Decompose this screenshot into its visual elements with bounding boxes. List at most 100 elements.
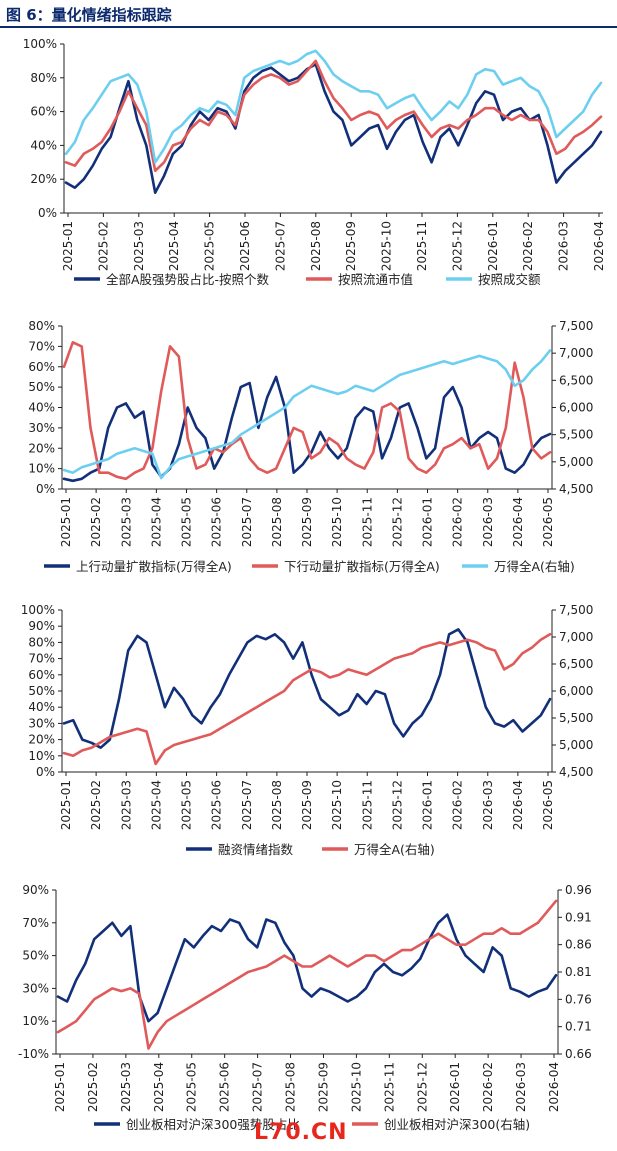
x-tick-label: 2025-12 (390, 497, 404, 547)
chart-chinext-relative: -10% 10% 30% 50% 70% 90% 0.66 0.71 0.76 0.81 0.86 0… (0, 880, 617, 1148)
y-tick-label-right: 4,500 (559, 765, 593, 779)
y-tick-label: 10% (28, 749, 55, 763)
y-tick-label: 70% (28, 339, 55, 353)
figure-title: 图 6：量化情绪指标跟踪 (6, 6, 172, 24)
x-tick-label: 2025-01 (59, 497, 73, 547)
y-tick-label: 60% (28, 668, 55, 682)
y-tick-label-right: 0.76 (565, 992, 592, 1006)
series-line-1 (64, 59, 603, 173)
y-tick-label: 80% (28, 319, 55, 333)
y-tick-label: 30% (28, 421, 55, 435)
y-tick-label: 40% (30, 138, 57, 152)
x-tick-label: 2025-02 (96, 221, 110, 271)
x-tick-label: 2025-01 (53, 1062, 67, 1112)
y-tick-label-right: 6,500 (559, 657, 593, 671)
x-tick-label: 2025-04 (152, 1062, 166, 1112)
y-tick-label-right: 4,500 (559, 482, 593, 496)
series-line-0 (62, 628, 552, 749)
x-tick-label: 2025-06 (210, 780, 224, 830)
y-tick-label: 50% (28, 684, 55, 698)
chart-svg: 0% 10% 20% 30% 40% 50% 60% 70% 80% 4,500 5,000 5,50… (28, 319, 593, 574)
x-tick-label: 2025-12 (450, 221, 464, 271)
x-tick-label: 2026-04 (547, 1062, 561, 1112)
x-tick-label: 2026-01 (486, 221, 500, 271)
y-tick-label: 100% (23, 37, 57, 51)
chart-momentum-diffusion: 0% 10% 20% 30% 40% 50% 60% 70% 80% 4,500 5,000 5,50… (0, 316, 617, 584)
x-tick-label: 2026-01 (421, 780, 435, 830)
x-tick-label: 2025-10 (349, 1062, 363, 1112)
series-line-0 (56, 913, 558, 1023)
x-tick-label: 2026-02 (451, 780, 465, 830)
y-tick-label: 50% (28, 380, 55, 394)
chart-margin-sentiment: 0% 10% 20% 30% 40% 50% 60% 70% 80% 90% 100% 4,500 5,… (0, 600, 617, 868)
x-tick-label: 2025-08 (309, 221, 323, 271)
legend-label: 下行动量扩散指标(万得全A) (284, 559, 440, 574)
chart-svg: -10% 10% 30% 50% 70% 90% 0.66 0.71 0.76 0.81 0.86 0… (18, 883, 592, 1132)
x-tick-label: 2025-08 (284, 1062, 298, 1112)
x-tick-label: 2026-02 (521, 221, 535, 271)
x-tick-label: 2025-01 (59, 780, 73, 830)
legend-label: 按照流通市值 (338, 272, 413, 287)
x-tick-label: 2025-11 (382, 1062, 396, 1112)
series-line-0 (64, 62, 603, 194)
y-tick-label-right: 0.96 (565, 883, 592, 897)
x-tick-label: 2025-05 (203, 221, 217, 271)
y-tick-label: 70% (28, 652, 55, 666)
x-tick-label: 2025-03 (119, 1062, 133, 1112)
y-tick-label-right: 7,500 (559, 603, 593, 617)
watermark-text: L70.CN (254, 1120, 348, 1145)
y-tick-label: 90% (22, 883, 49, 897)
x-tick-label: 2025-02 (89, 780, 103, 830)
figure-header: 图 6：量化情绪指标跟踪 (0, 0, 617, 28)
x-tick-label: 2026-01 (448, 1062, 462, 1112)
x-tick-label: 2025-11 (360, 780, 374, 830)
y-tick-label: -10% (18, 1047, 49, 1061)
x-tick-label: 2025-11 (360, 497, 374, 547)
y-tick-label-right: 6,000 (559, 684, 593, 698)
x-tick-label: 2026-02 (481, 1062, 495, 1112)
legend-label: 上行动量扩散指标(万得全A) (76, 559, 232, 574)
y-tick-label-right: 5,500 (559, 428, 593, 442)
legend-label: 创业板相对沪深300(右轴) (384, 1117, 530, 1132)
x-tick-label: 2025-02 (89, 497, 103, 547)
x-tick-label: 2025-08 (270, 780, 284, 830)
x-tick-label: 2025-04 (149, 497, 163, 547)
x-tick-label: 2025-06 (238, 221, 252, 271)
x-tick-label: 2025-09 (344, 221, 358, 271)
legend-label: 万得全A(右轴) (354, 842, 435, 857)
x-tick-label: 2025-06 (218, 1062, 232, 1112)
y-tick-label: 10% (22, 1014, 49, 1028)
legend-label: 创业板相对沪深300强势股占比 (126, 1117, 300, 1132)
y-tick-label: 0% (36, 482, 55, 496)
series-line-1 (62, 632, 552, 766)
y-tick-label-right: 5,000 (559, 738, 593, 752)
series-line-1 (56, 899, 558, 1050)
x-tick-label: 2025-10 (330, 497, 344, 547)
x-tick-label: 2025-12 (390, 780, 404, 830)
y-tick-label-right: 6,500 (559, 373, 593, 387)
series-line-0 (62, 375, 552, 483)
legend-label: 按照成交额 (478, 272, 541, 287)
x-tick-label: 2025-07 (240, 497, 254, 547)
y-tick-label-right: 0.66 (565, 1047, 592, 1061)
y-tick-label: 80% (30, 71, 57, 85)
x-tick-label: 2025-03 (132, 221, 146, 271)
x-tick-label: 2026-03 (481, 780, 495, 830)
y-tick-label: 90% (28, 619, 55, 633)
series-line-2 (62, 349, 552, 480)
y-tick-label: 80% (28, 635, 55, 649)
x-tick-label: 2025-07 (273, 221, 287, 271)
y-tick-label: 10% (28, 462, 55, 476)
y-tick-label-right: 0.86 (565, 938, 592, 952)
y-tick-label-right: 5,000 (559, 455, 593, 469)
y-tick-label-right: 7,000 (559, 630, 593, 644)
y-tick-label: 20% (28, 733, 55, 747)
x-tick-label: 2025-05 (185, 1062, 199, 1112)
legend-label: 融资情绪指数 (218, 842, 294, 857)
y-tick-label: 20% (28, 441, 55, 455)
x-tick-label: 2026-04 (592, 221, 606, 271)
x-tick-label: 2026-03 (481, 497, 495, 547)
y-tick-label-right: 7,500 (559, 319, 593, 333)
y-tick-label: 20% (30, 172, 57, 186)
x-tick-label: 2025-02 (86, 1062, 100, 1112)
